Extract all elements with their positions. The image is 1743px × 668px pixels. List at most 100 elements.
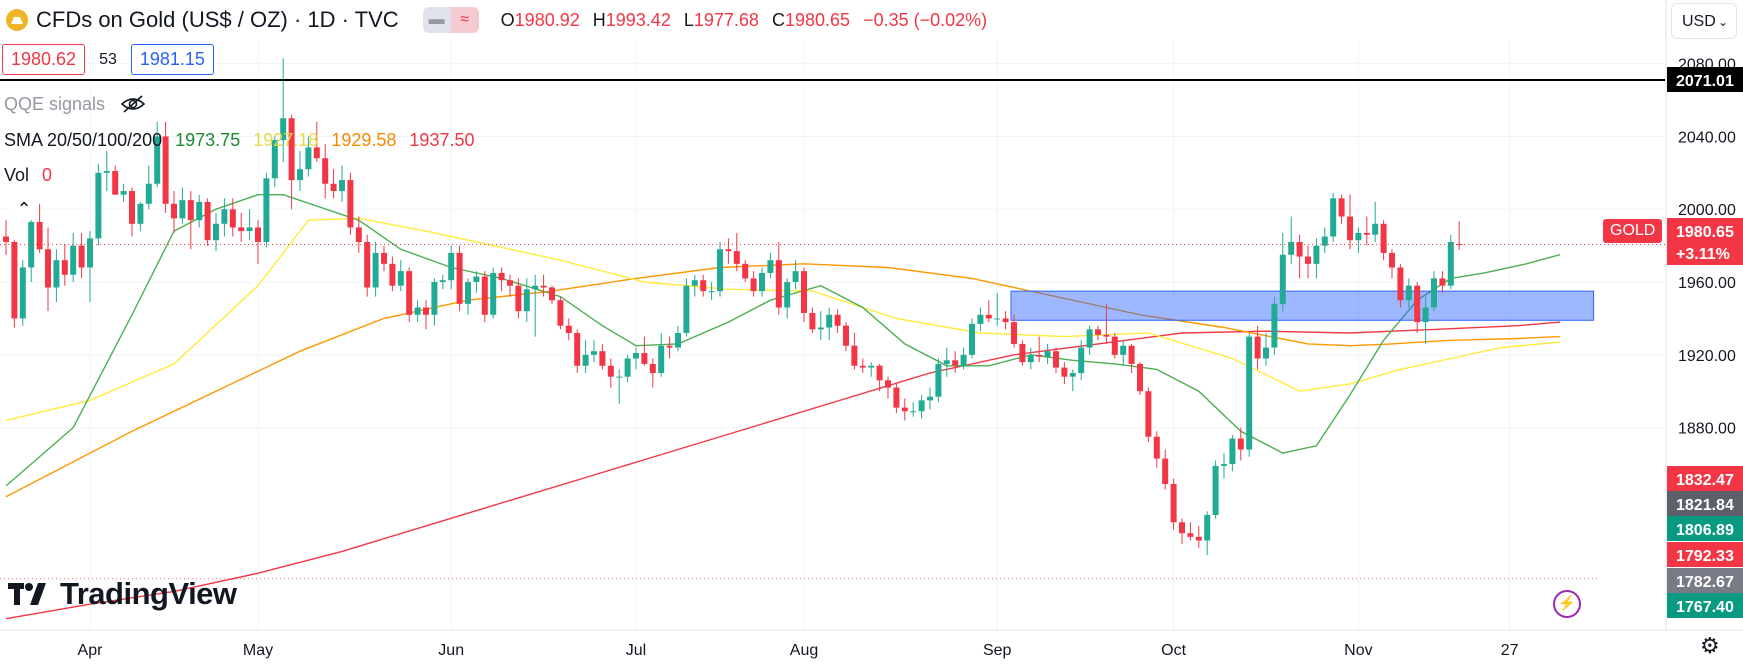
candle-body bbox=[288, 118, 295, 181]
indicator-qqe[interactable]: QQE signals bbox=[4, 94, 146, 115]
price-tick-label: 2000.00 bbox=[1678, 202, 1736, 219]
price-label-bg bbox=[1667, 593, 1743, 618]
gear-icon[interactable]: ⚙ bbox=[1700, 633, 1720, 658]
candle-body bbox=[843, 325, 849, 346]
candle-body bbox=[36, 221, 43, 250]
candle-body bbox=[1414, 285, 1421, 323]
candle-body bbox=[1355, 232, 1362, 241]
candle-body bbox=[960, 354, 967, 366]
candle-body bbox=[171, 203, 177, 219]
moving-averages bbox=[5, 194, 1561, 620]
candle-body bbox=[238, 227, 245, 232]
eye-hidden-icon[interactable] bbox=[120, 94, 146, 114]
candle-body bbox=[1363, 232, 1370, 235]
candle-body bbox=[1137, 363, 1143, 392]
candle-body bbox=[313, 147, 320, 159]
candle-body bbox=[19, 267, 26, 319]
candle-body bbox=[61, 260, 68, 275]
candle-body bbox=[1246, 336, 1253, 450]
candle-body bbox=[1271, 303, 1278, 348]
candle-body bbox=[1237, 438, 1244, 450]
candle-body bbox=[297, 169, 303, 181]
time-tick-label: 27 bbox=[1501, 642, 1519, 659]
candle-body bbox=[649, 363, 656, 374]
candle-body bbox=[801, 271, 807, 313]
candle-body bbox=[1187, 533, 1194, 537]
sma50-line bbox=[5, 217, 1561, 422]
buy-price-button[interactable]: 1981.15 bbox=[130, 44, 214, 75]
candle-body bbox=[616, 376, 623, 378]
candle-body bbox=[515, 285, 522, 312]
candle-body bbox=[717, 249, 723, 292]
candle-body bbox=[70, 245, 77, 275]
time-tick-label: Apr bbox=[78, 642, 104, 659]
price-axis[interactable]: 1880.001920.001960.002000.002040.002080.… bbox=[1665, 0, 1743, 630]
collapse-legend-button[interactable]: ⌃ bbox=[10, 198, 38, 220]
time-tick-label: Aug bbox=[790, 642, 818, 659]
candle-body bbox=[1019, 343, 1026, 363]
candle-body bbox=[1145, 391, 1152, 437]
candle-body bbox=[1095, 329, 1101, 335]
candle-body bbox=[95, 172, 102, 239]
candle-body bbox=[901, 407, 908, 412]
candle-body bbox=[246, 227, 253, 232]
sell-price-button[interactable]: 1980.62 bbox=[2, 44, 86, 75]
candle-body bbox=[985, 314, 992, 319]
candle-body bbox=[1279, 254, 1286, 304]
candle-body bbox=[885, 380, 891, 388]
candle-body bbox=[1221, 464, 1227, 466]
candle-body bbox=[78, 245, 85, 268]
price-label-bg bbox=[1667, 466, 1743, 491]
candle-body bbox=[347, 180, 354, 228]
candle-body bbox=[45, 249, 51, 288]
candlesticks bbox=[3, 58, 1463, 556]
candle-body bbox=[1330, 198, 1337, 237]
candle-body bbox=[1389, 252, 1395, 268]
candle-body bbox=[389, 263, 396, 286]
price-label: 1782.67 bbox=[1676, 574, 1734, 591]
price-label: 2071.01 bbox=[1676, 73, 1734, 90]
candle-body bbox=[733, 251, 740, 264]
sma20-line bbox=[5, 194, 1561, 487]
price-tick-label: 1920.00 bbox=[1678, 348, 1736, 365]
price-label-bg bbox=[1667, 542, 1743, 567]
candle-body bbox=[372, 252, 379, 288]
candle-body bbox=[952, 360, 959, 366]
candle-body bbox=[599, 351, 606, 366]
candle-body bbox=[591, 351, 597, 355]
time-tick-label: May bbox=[243, 642, 273, 659]
candle-body bbox=[1036, 354, 1043, 357]
indicator-volume[interactable]: Vol 0 bbox=[4, 165, 53, 185]
candle-body bbox=[1103, 334, 1110, 337]
symbol-title[interactable]: CFDs on Gold (US$ / OZ) · 1D · TVC bbox=[36, 7, 399, 32]
indicator-toggle[interactable]: ▬ ≈ bbox=[422, 7, 479, 33]
candle-body bbox=[540, 285, 547, 288]
minus-icon[interactable]: ▬ bbox=[422, 7, 451, 33]
chevron-down-icon: ⌄ bbox=[1717, 15, 1728, 29]
indicator-sma[interactable]: SMA 20/50/100/200 1973.75 1927.18 1929.5… bbox=[4, 130, 475, 150]
candle-body bbox=[767, 260, 774, 273]
candle-body bbox=[742, 263, 749, 279]
candle-body bbox=[280, 118, 287, 141]
candle-body bbox=[11, 241, 18, 319]
candle-body bbox=[1431, 278, 1437, 308]
price-label-bg bbox=[1667, 516, 1743, 541]
candle-body bbox=[1380, 223, 1387, 253]
price-label-bg bbox=[1667, 491, 1743, 516]
candle-body bbox=[129, 191, 135, 224]
time-axis[interactable]: Apr May Jun Jul Aug Sep Oct Nov 27 bbox=[0, 629, 1743, 659]
candle-body bbox=[1338, 198, 1345, 217]
lightning-icon[interactable]: ⚡ bbox=[1553, 590, 1581, 618]
candle-body bbox=[1069, 373, 1076, 377]
wave-icon[interactable]: ≈ bbox=[450, 7, 479, 33]
price-tick-label: 2040.00 bbox=[1678, 129, 1736, 146]
symbol-logo-icon bbox=[6, 9, 28, 31]
candle-body bbox=[481, 276, 488, 315]
time-tick-label: Nov bbox=[1344, 642, 1372, 659]
ohlc-readout: O1980.92 H1993.42 L1977.68 C1980.65 −0.3… bbox=[500, 9, 988, 30]
price-label: 1792.33 bbox=[1676, 548, 1734, 565]
currency-select[interactable]: USD ⌄ bbox=[1671, 3, 1737, 39]
candle-body bbox=[725, 249, 732, 252]
candle-body bbox=[204, 201, 211, 241]
